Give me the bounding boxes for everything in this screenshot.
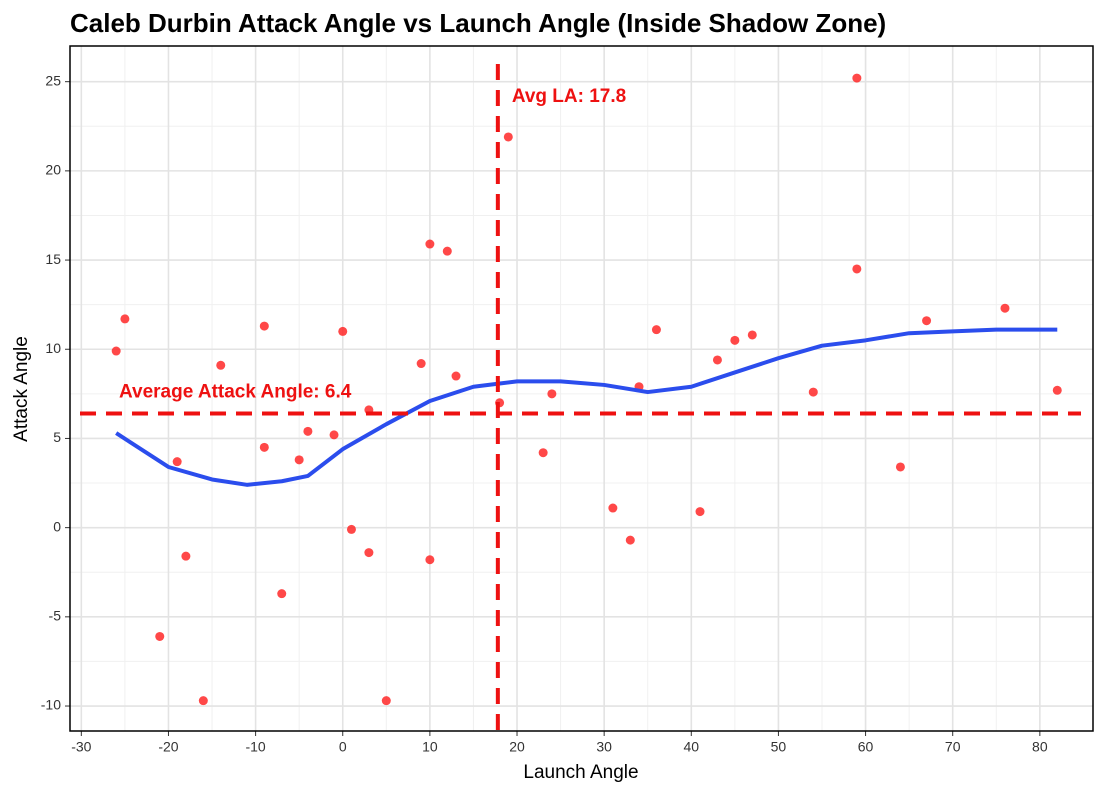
point: [730, 335, 740, 345]
point: [416, 359, 426, 369]
point: [625, 535, 635, 545]
y-tick-label: 20: [45, 162, 61, 178]
point: [1052, 385, 1062, 395]
annotation: Avg LA: 17.8: [512, 86, 626, 107]
y-tick-label: 25: [45, 72, 61, 88]
point: [503, 132, 513, 142]
point: [1000, 303, 1010, 313]
point: [747, 330, 757, 340]
point: [198, 696, 208, 706]
point: [216, 360, 226, 370]
point: [425, 239, 435, 249]
x-axis-title: Launch Angle: [523, 762, 638, 783]
point: [852, 264, 862, 274]
point: [303, 426, 313, 436]
point: [155, 631, 165, 641]
point: [172, 457, 182, 467]
x-tick-label: -20: [158, 739, 178, 755]
annotation: Average Attack Angle: 6.4: [119, 381, 352, 402]
point: [547, 389, 557, 399]
point: [329, 430, 339, 440]
point: [608, 503, 618, 513]
x-tick-label: 50: [771, 739, 787, 755]
y-tick-label: 10: [45, 340, 61, 356]
y-tick-label: -10: [41, 697, 61, 713]
point: [451, 371, 461, 381]
point: [442, 246, 452, 256]
x-tick-label: 40: [684, 739, 700, 755]
x-tick-label: 70: [945, 739, 961, 755]
y-axis-title: Attack Angle: [11, 336, 32, 442]
plot-frame: [69, 45, 1094, 732]
point: [364, 548, 374, 558]
point: [181, 551, 191, 561]
x-tick-label: 30: [596, 739, 612, 755]
point: [277, 589, 287, 599]
x-tick-label: 0: [339, 739, 347, 755]
point: [852, 73, 862, 83]
y-tick-label: 15: [45, 251, 61, 267]
y-tick-label: -5: [49, 608, 62, 624]
point: [381, 696, 391, 706]
point: [651, 325, 661, 335]
point: [712, 355, 722, 365]
point: [111, 346, 121, 356]
point: [259, 321, 269, 331]
point: [120, 314, 130, 324]
chart-title: Caleb Durbin Attack Angle vs Launch Angl…: [70, 8, 886, 38]
y-tick-label: 0: [53, 518, 61, 534]
x-tick-label: 80: [1032, 739, 1048, 755]
point: [695, 507, 705, 517]
point: [538, 448, 548, 458]
y-tick-label: 5: [53, 429, 61, 445]
x-tick-label: 10: [422, 739, 438, 755]
point: [922, 316, 932, 326]
smooth-line: [115, 327, 1058, 487]
point: [808, 387, 818, 397]
x-tick-label: 20: [509, 739, 525, 755]
point: [895, 462, 905, 472]
point: [425, 555, 435, 565]
point: [294, 455, 304, 465]
point: [338, 326, 348, 336]
point: [259, 442, 269, 452]
x-tick-label: -10: [245, 739, 265, 755]
x-tick-label: -30: [71, 739, 91, 755]
x-tick-label: 60: [858, 739, 874, 755]
point: [346, 524, 356, 534]
